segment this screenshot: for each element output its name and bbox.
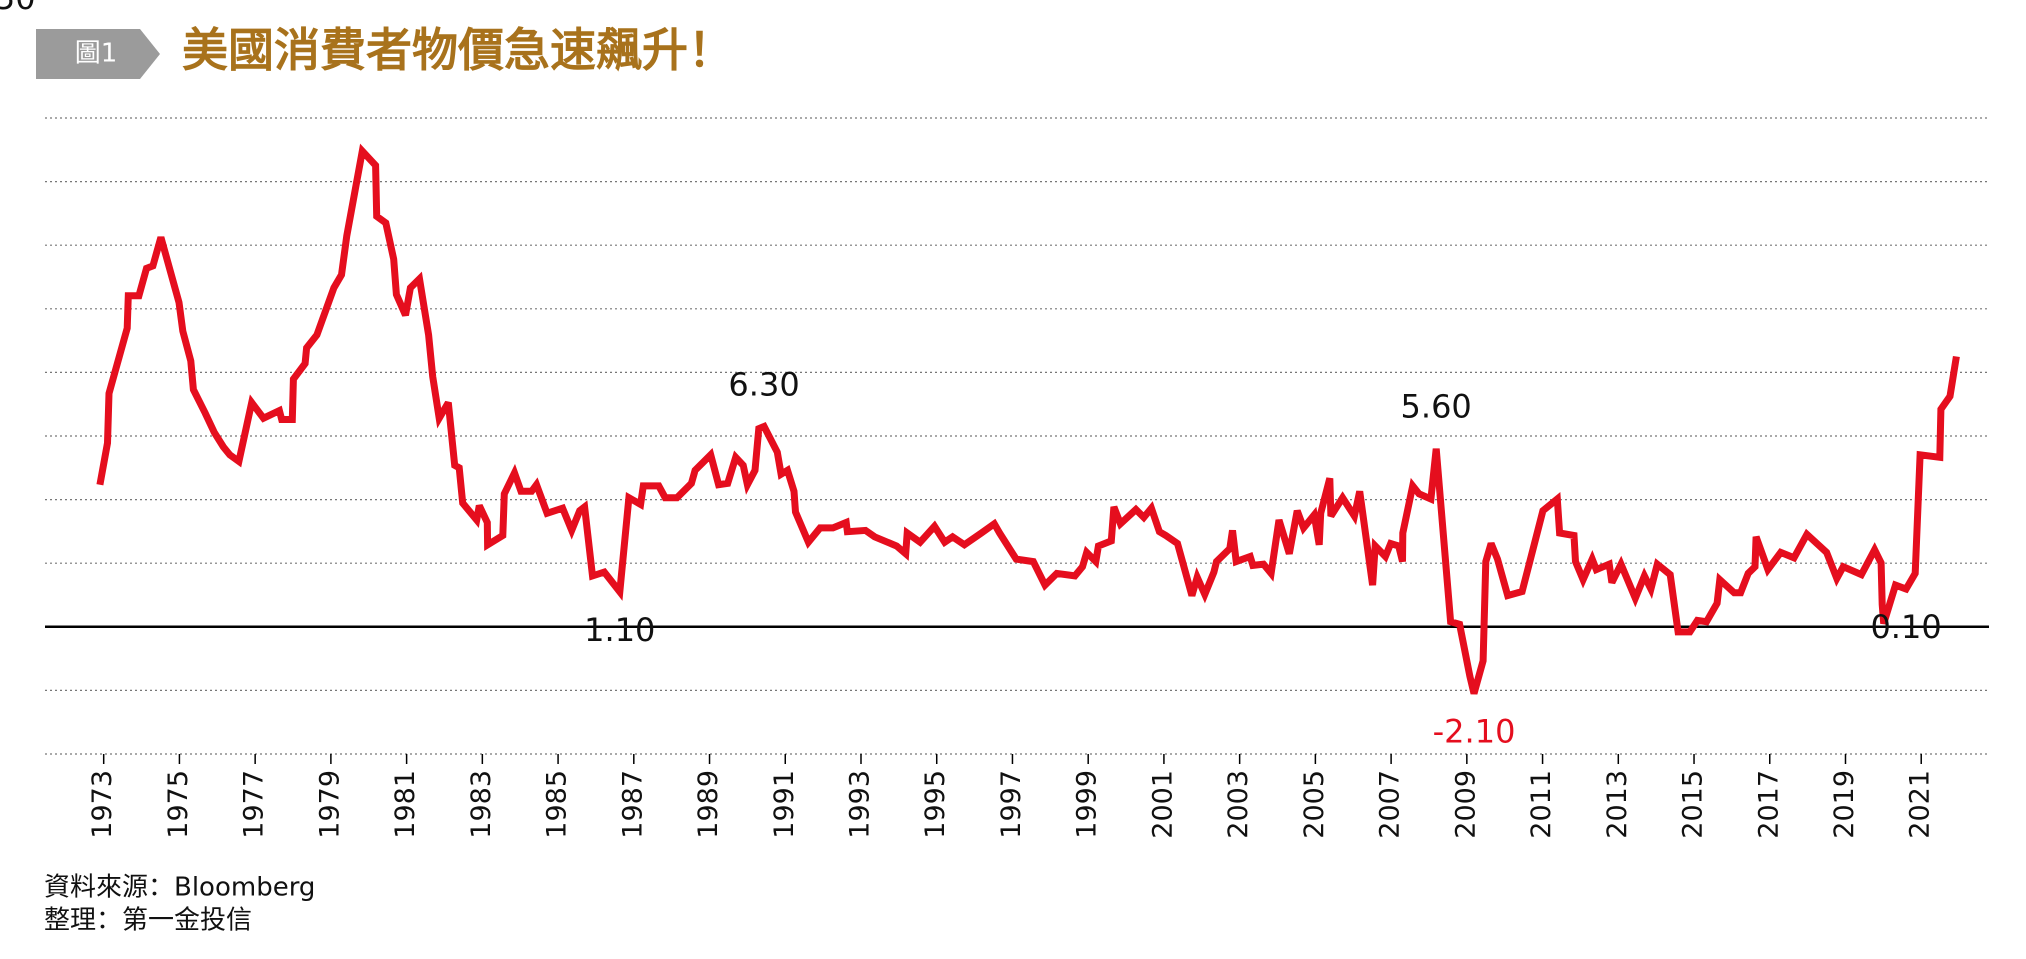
x-tick-label: 1995 xyxy=(920,770,951,839)
x-tick-label: 1977 xyxy=(239,770,270,839)
x-tick-label: 1973 xyxy=(87,770,118,839)
value-label: -2.10 xyxy=(1433,713,1516,751)
x-tick-label: 2003 xyxy=(1223,770,1254,839)
x-tick-label: 1985 xyxy=(542,770,573,839)
cpi-line xyxy=(96,143,1960,695)
x-tick-label: 2017 xyxy=(1753,770,1784,839)
x-tick-label: 1987 xyxy=(617,770,648,839)
value-label: 1.10 xyxy=(584,611,655,649)
x-tick-label: 2005 xyxy=(1299,770,1330,839)
x-tick-label: 1997 xyxy=(996,770,1027,839)
x-tick-label: 2001 xyxy=(1147,770,1178,839)
chart-title: 美國消費者物價急速飆升！ xyxy=(182,23,734,77)
source: 資料來源：Bloomberg xyxy=(44,873,315,903)
x-tick-label: 1993 xyxy=(844,770,875,839)
x-tick-label: 2015 xyxy=(1678,770,1709,839)
compiled-by: 整理：第一金投信 xyxy=(44,906,252,936)
value-label: 0.10 xyxy=(1870,608,1941,646)
x-tick-label: 1979 xyxy=(314,770,345,839)
value-label: 6.30 xyxy=(728,365,799,403)
x-tick-label: 1983 xyxy=(466,770,497,839)
x-tick-label: 2007 xyxy=(1375,770,1406,839)
x-tick-label: 2009 xyxy=(1450,770,1481,839)
x-tick-label: 1989 xyxy=(693,770,724,839)
x-tick-label: 2019 xyxy=(1829,770,1860,839)
x-tick-label: 2011 xyxy=(1526,770,1557,839)
x-tick-label: 2021 xyxy=(1905,770,1936,839)
x-tick-label: 1981 xyxy=(390,770,421,839)
badge: 圖1 xyxy=(75,39,118,69)
badge-shape xyxy=(36,29,160,79)
x-tick-label: 1999 xyxy=(1072,770,1103,839)
x-tick-label: 1975 xyxy=(163,770,194,839)
value-label: 8.50 xyxy=(0,0,36,17)
x-tick-label: 2013 xyxy=(1602,770,1633,839)
x-tick-label: 1991 xyxy=(769,770,800,839)
value-label: 5.60 xyxy=(1401,388,1472,426)
